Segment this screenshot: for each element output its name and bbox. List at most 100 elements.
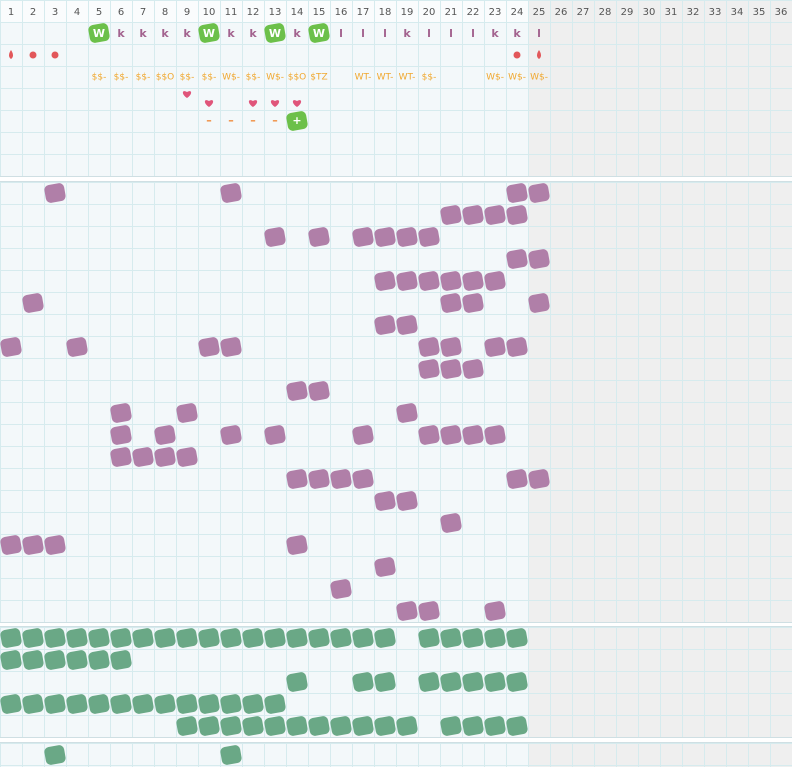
purple-block [198, 337, 220, 357]
column-number: 20 [423, 7, 436, 18]
green-block [66, 650, 88, 670]
green-block [220, 628, 242, 648]
purple-block [396, 491, 418, 511]
purple-block [396, 403, 418, 423]
purple-block [506, 249, 528, 269]
green-block [374, 716, 396, 736]
purple-block [330, 469, 352, 489]
column-number: 3 [52, 7, 58, 18]
column-number: 16 [335, 7, 348, 18]
purple-block [374, 491, 396, 511]
column-number: 29 [621, 7, 634, 18]
column-number: 32 [687, 7, 700, 18]
purple-block [440, 293, 462, 313]
section-divider [0, 622, 792, 627]
green-block [264, 694, 286, 714]
dot-icon [51, 51, 59, 59]
row-label: WT- [377, 73, 394, 83]
row-label: WT- [399, 73, 416, 83]
green-block [132, 694, 154, 714]
row-letter: k [513, 27, 521, 40]
green-block [110, 694, 132, 714]
column-number: 4 [74, 7, 80, 18]
green-block [418, 628, 440, 648]
green-block [0, 650, 22, 670]
status-blob [286, 111, 308, 131]
green-block [220, 745, 242, 765]
purple-block [374, 557, 396, 577]
column-number: 12 [247, 7, 260, 18]
purple-block [440, 337, 462, 357]
row-letter: l [449, 27, 453, 40]
purple-block [440, 425, 462, 445]
green-block [308, 716, 330, 736]
purple-block [440, 359, 462, 379]
column-number: 19 [401, 7, 414, 18]
purple-block [528, 469, 550, 489]
purple-block [286, 535, 308, 555]
green-block [352, 628, 374, 648]
row-letter: W [269, 27, 281, 40]
purple-block [484, 425, 506, 445]
status-blob [88, 23, 110, 43]
green-block [418, 672, 440, 692]
purple-block [374, 271, 396, 291]
row-letter: W [203, 27, 215, 40]
purple-block [506, 469, 528, 489]
purple-block [154, 425, 176, 445]
purple-block [352, 425, 374, 445]
purple-block [22, 293, 44, 313]
green-block [374, 672, 396, 692]
column-number: 15 [313, 7, 326, 18]
purple-block [440, 205, 462, 225]
drop-icon [537, 50, 541, 59]
purple-block [0, 337, 22, 357]
row-label: $$O [156, 73, 175, 83]
row-label: $$- [246, 73, 261, 83]
purple-block [286, 469, 308, 489]
purple-block [308, 469, 330, 489]
green-block [242, 628, 264, 648]
purple-block [462, 425, 484, 445]
section-divider [0, 737, 792, 743]
row-letter: k [117, 27, 125, 40]
green-block [462, 628, 484, 648]
purple-block [0, 535, 22, 555]
dot-icon [29, 51, 37, 59]
row-letter: k [403, 27, 411, 40]
purple-block [396, 271, 418, 291]
row-label: $$- [136, 73, 151, 83]
green-block [462, 716, 484, 736]
row-letter: k [227, 27, 235, 40]
purple-block [462, 359, 484, 379]
green-block [176, 628, 198, 648]
purple-block [462, 205, 484, 225]
purple-block [308, 381, 330, 401]
green-block [198, 628, 220, 648]
green-block [440, 672, 462, 692]
row-letter: W [313, 27, 325, 40]
green-block [396, 716, 418, 736]
row-letter: l [471, 27, 475, 40]
status-blob [308, 23, 330, 43]
purple-block [22, 535, 44, 555]
column-number: 14 [291, 7, 304, 18]
purple-block [44, 183, 66, 203]
green-block [44, 650, 66, 670]
green-block [22, 694, 44, 714]
green-block [0, 628, 22, 648]
column-number: 6 [118, 7, 124, 18]
green-block [484, 716, 506, 736]
heart-icon [270, 100, 280, 107]
dot-icon [513, 51, 521, 59]
purple-block [528, 293, 550, 313]
row-letter: k [491, 27, 499, 40]
purple-block [418, 425, 440, 445]
row-label: $$- [180, 73, 195, 83]
column-number: 9 [184, 7, 190, 18]
row-letter: l [339, 27, 343, 40]
row-letter: k [293, 27, 301, 40]
heart-icon [204, 100, 214, 107]
column-number: 27 [577, 7, 590, 18]
row-label: W$- [222, 73, 240, 83]
